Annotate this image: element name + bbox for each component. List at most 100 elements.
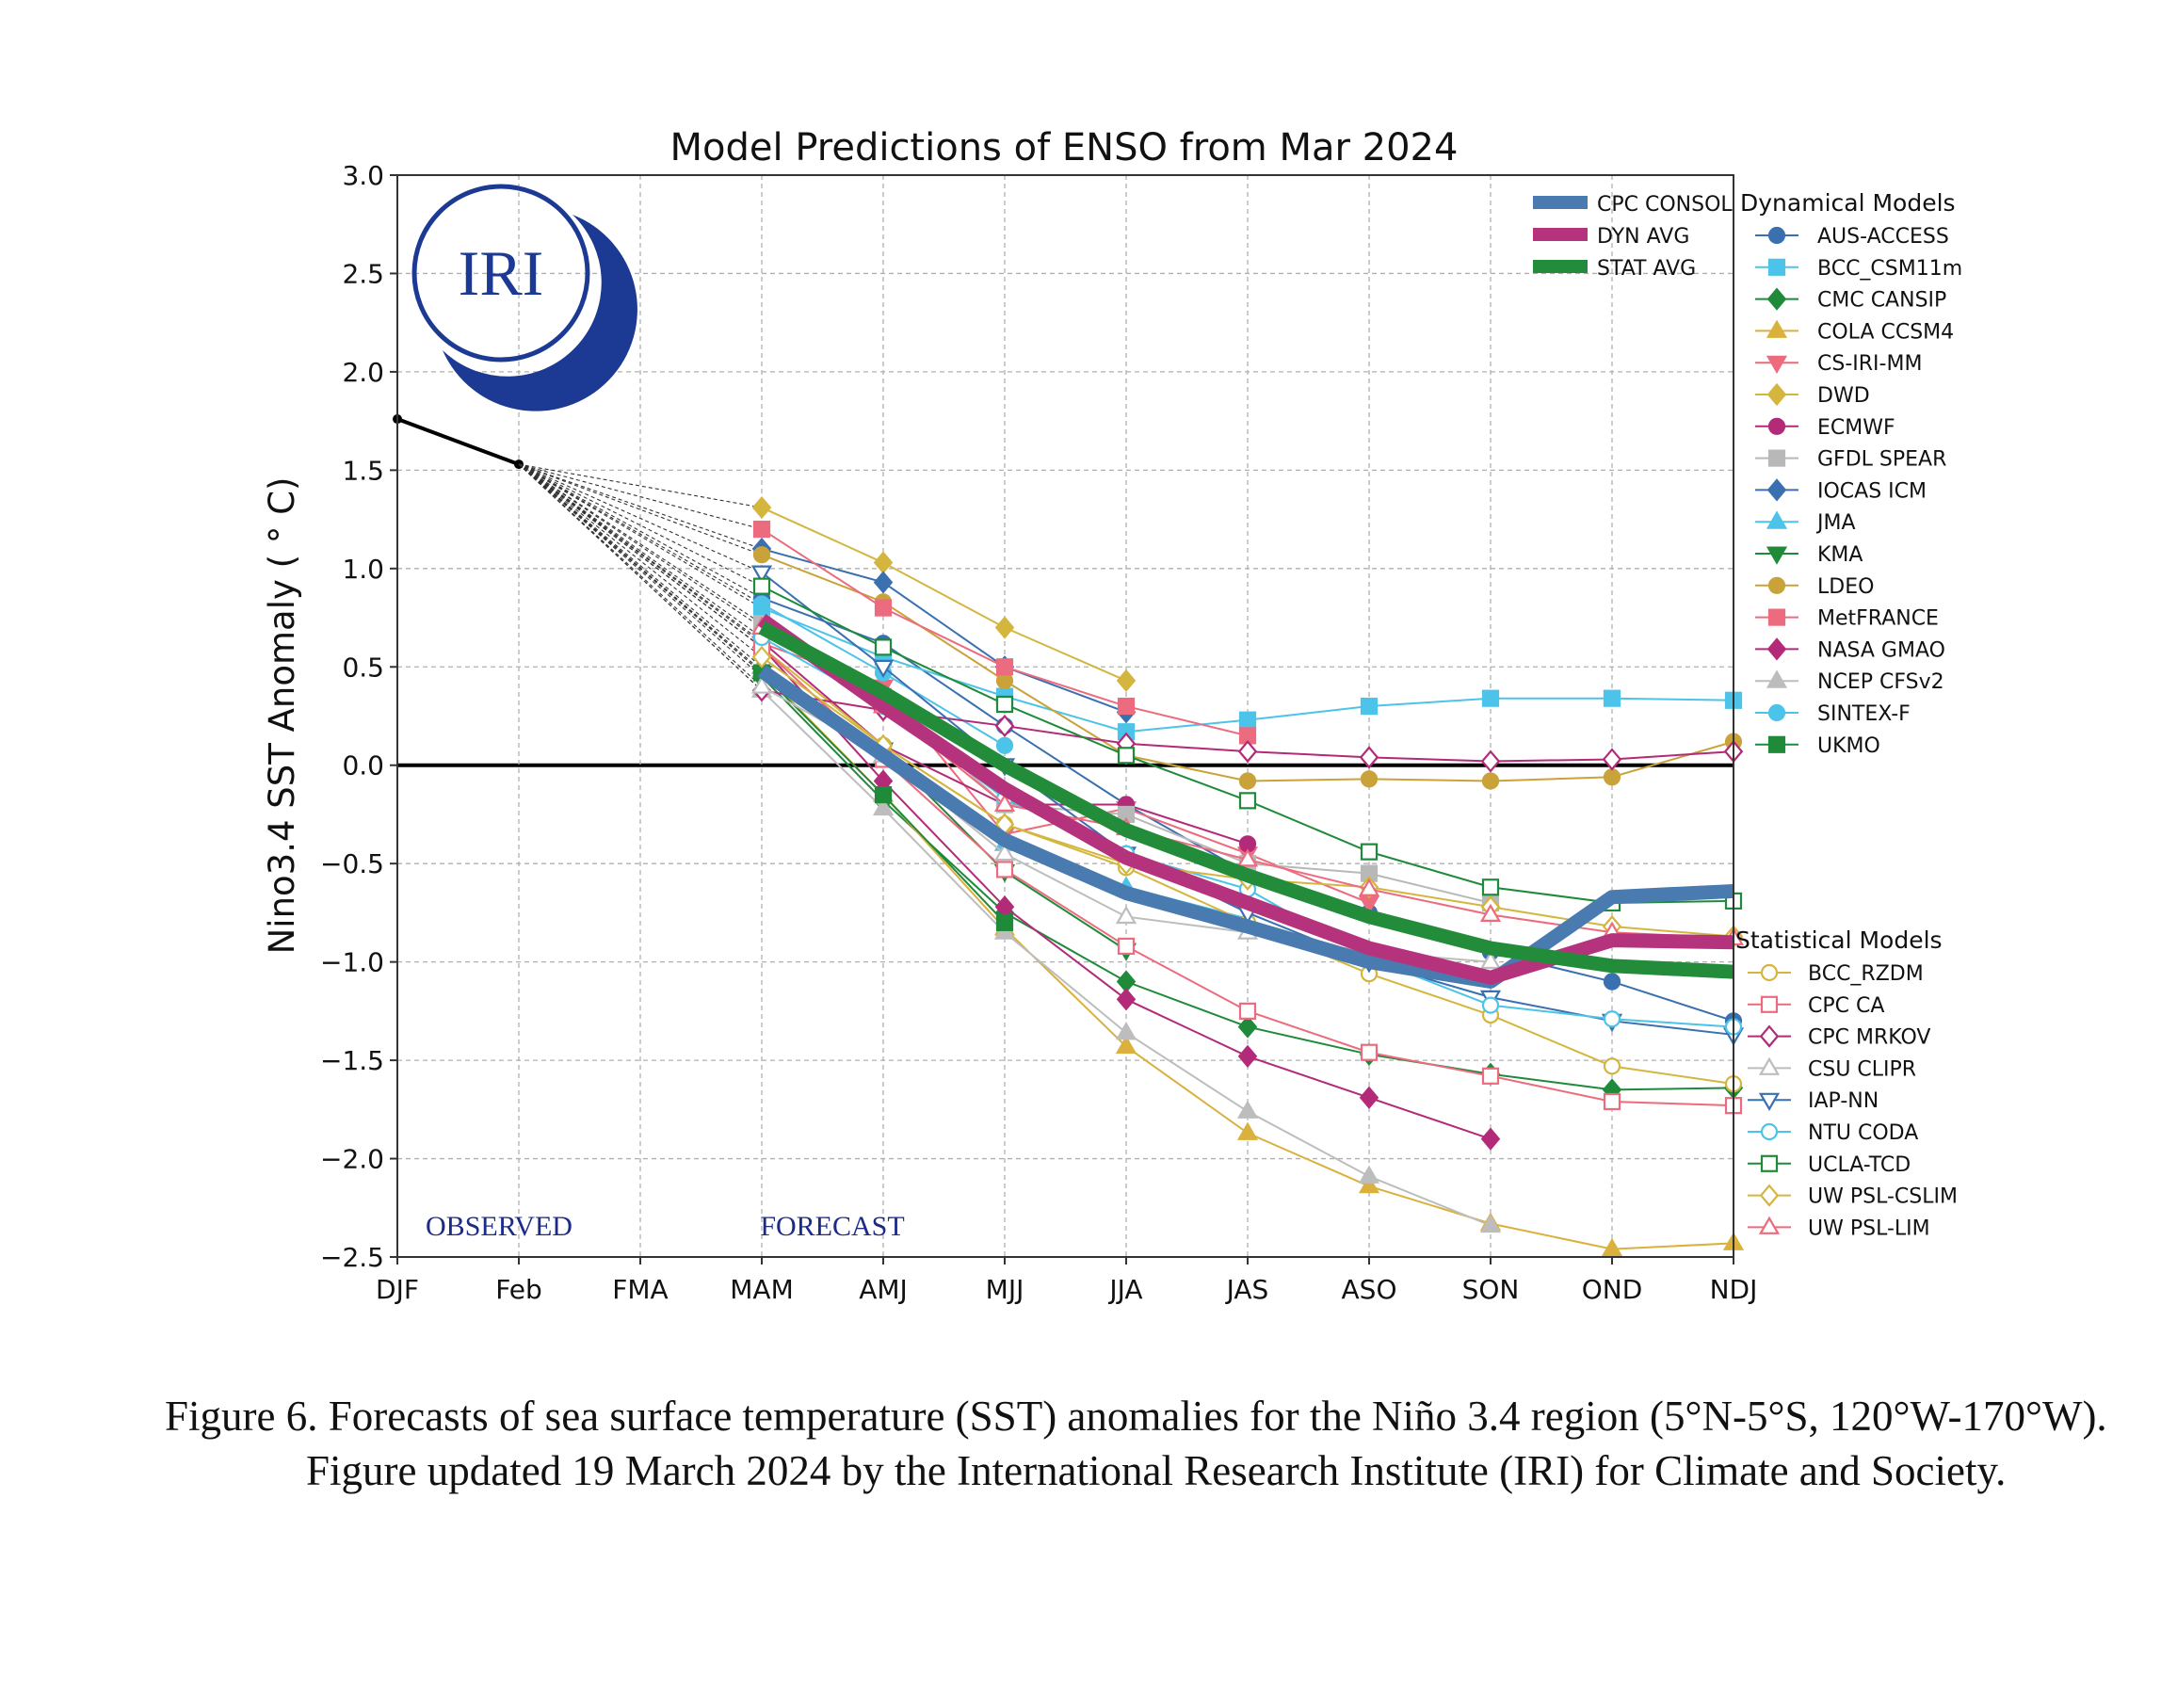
data-point	[995, 913, 1014, 931]
legend-marker	[1759, 1024, 1780, 1048]
dynamical-legend: AUS-ACCESS BCC_CSM11m CMC CANSIP COLA CCSM4…	[1755, 225, 1962, 758]
logo-text: IRI	[459, 237, 544, 309]
average-line-cpc-consol	[757, 665, 1734, 990]
data-point	[1603, 689, 1621, 707]
legend-label: KMA	[1817, 543, 1863, 567]
data-point	[1601, 1237, 1623, 1257]
forecast-fan-line	[518, 463, 763, 628]
data-point	[1479, 903, 1502, 922]
data-point	[1237, 740, 1258, 764]
x-tick-label: OND	[1582, 1274, 1643, 1305]
legend-label: UW PSL-CSLIM	[1808, 1185, 1958, 1209]
statistical-legend: BCC_RZDM CPC CA CPC MRKOV CSU CLIPR IAP-NN NT…	[1748, 962, 1958, 1240]
data-point	[1117, 747, 1136, 765]
legend-marker	[1767, 258, 1786, 276]
legend-label: MetFRANCE	[1817, 607, 1939, 631]
data-point	[1603, 1057, 1621, 1075]
forecast-fan-line	[518, 463, 763, 609]
data-point	[993, 842, 1016, 862]
forecast-fan-line	[518, 463, 763, 556]
x-tick-label: SON	[1462, 1274, 1520, 1305]
data-point	[750, 565, 773, 584]
legend-label: BCC_CSM11m	[1817, 257, 1962, 281]
y-tick-label: 0.0	[342, 750, 384, 781]
data-point	[1238, 772, 1257, 790]
data-point	[1237, 1015, 1258, 1039]
data-point	[1481, 878, 1500, 896]
data-point	[1479, 1214, 1502, 1233]
legend-marker	[1767, 703, 1786, 722]
data-point	[751, 645, 772, 669]
data-point	[1359, 1086, 1379, 1109]
legend-label: CPC CA	[1808, 994, 1884, 1018]
y-tick-label: 3.0	[342, 160, 384, 191]
legend-swatch	[1533, 196, 1588, 209]
legend-label: DWD	[1817, 384, 1870, 408]
data-point	[1481, 1067, 1500, 1085]
data-point	[873, 551, 894, 574]
y-tick-label: 2.5	[342, 258, 384, 289]
data-point	[1237, 1044, 1258, 1069]
dynamical-series-metfrance	[752, 520, 1257, 745]
data-point	[1358, 878, 1380, 896]
data-point	[1481, 689, 1500, 707]
legend-swatch	[1533, 228, 1588, 241]
data-point	[1117, 937, 1136, 956]
x-tick-label: ASO	[1342, 1274, 1397, 1305]
legend-label: NASA GMAO	[1817, 638, 1945, 662]
dynamical-legend-title: Dynamical Models	[1740, 189, 1956, 217]
y-tick-label: −1.0	[320, 947, 384, 978]
data-point	[1236, 1121, 1259, 1140]
legend-label: SINTEX-F	[1817, 702, 1911, 726]
legend-marker	[1767, 576, 1786, 594]
legend-label: IAP-NN	[1808, 1089, 1879, 1113]
forecast-fan-line	[518, 463, 763, 687]
statistical-series-cpc-ca	[752, 638, 1743, 1115]
legend-marker	[1760, 1122, 1779, 1141]
y-tick-label: −1.5	[320, 1045, 384, 1076]
data-point	[1115, 1022, 1137, 1040]
x-tick-label: DJF	[376, 1274, 419, 1305]
observed-label: OBSERVED	[426, 1211, 573, 1242]
data-point	[1603, 973, 1621, 991]
legend-marker	[1758, 1216, 1781, 1234]
legend-marker	[1766, 637, 1787, 661]
x-tick-label: MJJ	[986, 1274, 1024, 1305]
x-tick-label: JAS	[1225, 1274, 1269, 1305]
legend-label: NCEP CFSv2	[1817, 670, 1944, 694]
legend-label: CS-IRI-MM	[1817, 352, 1922, 376]
forecast-fan-line	[518, 463, 763, 508]
forecast-fan-line	[518, 463, 763, 624]
data-point	[1358, 1165, 1380, 1184]
data-point	[1603, 768, 1621, 786]
forecast-fan-line	[518, 463, 763, 550]
legend-marker	[1767, 449, 1786, 467]
x-tick-label: JJA	[1107, 1274, 1142, 1305]
data-point	[752, 577, 771, 595]
legend-marker	[1767, 226, 1786, 245]
data-point	[1480, 749, 1501, 773]
legend-marker	[1766, 319, 1788, 338]
average-line-dyn-avg	[757, 614, 1734, 985]
data-point	[1238, 1002, 1257, 1020]
legend-marker	[1766, 382, 1787, 407]
data-point	[994, 714, 1015, 738]
forecast-fan-line	[518, 463, 763, 604]
legend-marker	[1760, 1154, 1779, 1172]
figure-caption: Figure 6. Forecasts of sea surface tempe…	[165, 1393, 2107, 1494]
data-point	[1359, 746, 1379, 769]
forecast-fan-line	[518, 463, 763, 644]
data-point	[1115, 1035, 1137, 1054]
legend-label: UCLA-TCD	[1808, 1153, 1911, 1177]
legend-label: CPC MRKOV	[1808, 1026, 1930, 1050]
data-point	[872, 797, 895, 816]
legend-label: UW PSL-LIM	[1808, 1217, 1930, 1240]
legend-marker	[1766, 478, 1787, 502]
legend-marker	[1766, 287, 1787, 311]
data-point	[1603, 1092, 1621, 1111]
data-point	[1360, 697, 1379, 716]
statistical-series-ucla-tcd	[752, 577, 1743, 912]
data-point	[1117, 697, 1136, 716]
data-point	[750, 675, 773, 694]
legend-label: COLA CCSM4	[1817, 320, 1954, 344]
